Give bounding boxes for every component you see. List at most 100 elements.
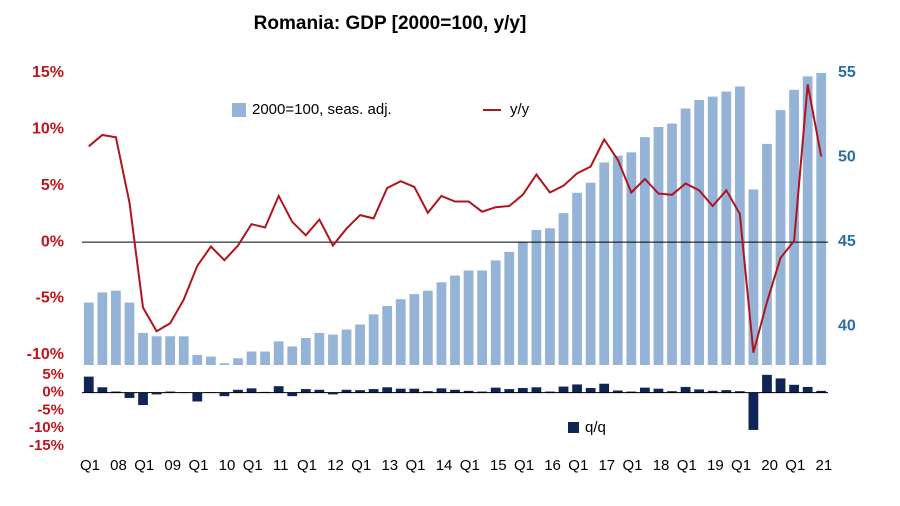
bar [368,314,379,365]
bar [246,351,257,365]
bar [599,383,610,393]
bar [748,189,759,365]
bar [287,392,298,397]
bar [612,155,623,365]
bar [355,324,365,365]
bar [83,376,94,393]
bar [802,386,813,393]
bar [612,390,623,393]
bar [382,387,393,393]
bar [300,337,311,365]
bar [97,292,108,365]
bar [694,100,705,365]
bar [436,282,447,365]
bar [409,388,420,393]
x-tick-label: Q1 08 [80,457,127,474]
x-tick-label: Q1 15 [460,457,507,474]
bar [707,390,718,393]
y-tick-label: -5% [36,290,64,307]
bar [545,391,555,393]
x-tick-label: Q1 18 [623,457,670,474]
bar [585,387,596,393]
x-tick-label: Q1 10 [189,457,236,474]
x-tick-label: Q1 16 [514,457,561,474]
bar [151,392,162,395]
bar [626,152,637,365]
bar [138,392,148,406]
legend-label: q/q [585,419,606,436]
bar [775,378,786,393]
bar [517,387,528,393]
bar [138,332,148,365]
chart-title: Romania: GDP [2000=100, y/y] [254,13,527,34]
bar [504,389,515,393]
y-tick-label: -5% [37,401,64,418]
bar [585,182,596,365]
bar [789,89,799,366]
bar [219,392,230,397]
bar [165,391,176,393]
x-tick-label: Q1 19 [677,457,724,474]
x-tick-label: Q1 21 [785,457,832,474]
legend-swatch [568,422,579,433]
bar [124,392,135,398]
y-tick-label: -10% [29,419,64,436]
bar [762,143,772,365]
bar [707,96,718,365]
bar [300,389,311,393]
bar [545,228,555,365]
bar [640,137,650,365]
bar [219,363,230,365]
y2-tick-label: 55 [838,64,856,81]
bar [341,329,352,365]
bar [640,387,650,393]
y2-tick-label: 45 [838,233,856,250]
y-tick-label: -15% [29,437,64,454]
bar [151,336,162,365]
bar [531,229,542,365]
x-tick-label: Q1 11 [243,457,289,474]
y-tick-label: 0% [42,384,64,401]
x-tick-label: Q1 12 [297,457,344,474]
bar [572,192,582,365]
bar [667,391,677,393]
bar [409,294,420,365]
bar [328,392,338,395]
bar [789,384,799,393]
bar [450,275,460,365]
bar [287,346,298,365]
bar [463,390,474,393]
bar [205,356,216,365]
bar [111,290,121,365]
bar [395,388,406,393]
bar [382,305,393,365]
bar [572,384,582,393]
bar [192,354,203,365]
bar [341,389,352,393]
bar [599,162,610,365]
bar [653,388,664,393]
bar [653,127,664,365]
bar [192,392,203,402]
bar [558,386,569,393]
legend-label: 2000=100, seas. adj. [252,101,392,118]
bar [816,73,827,365]
y-tick-label: -10% [27,346,64,363]
bar [314,332,325,365]
bar [355,390,365,393]
x-tick-label: Q1 13 [351,457,398,474]
bar [422,391,433,393]
bar [273,341,284,365]
bar [490,387,501,393]
bar [680,386,691,393]
legend-box [520,416,660,442]
legend-label: y/y [510,101,530,118]
bar [531,387,542,393]
bar [328,334,338,365]
y-tick-label: 5% [41,177,64,194]
bar [477,270,488,365]
bar [463,270,474,365]
bar [124,302,135,365]
bar [775,110,786,365]
